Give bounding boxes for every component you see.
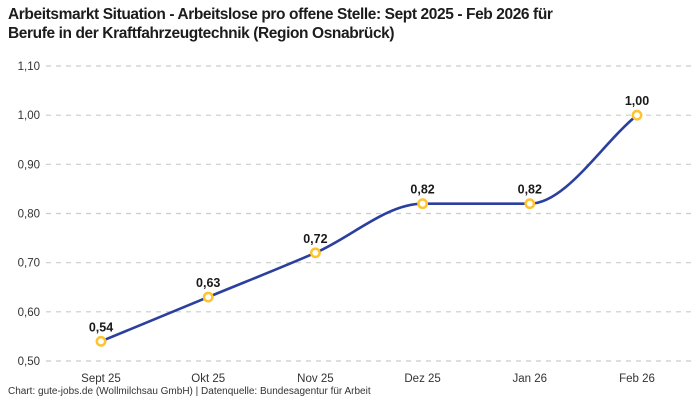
chart-title-line-2: Berufe in der Kraftfahrzeugtechnik (Regi… bbox=[8, 25, 395, 42]
chart-credit: Chart: gute-jobs.de (Wollmilchsau GmbH) … bbox=[8, 386, 371, 397]
data-point-marker bbox=[95, 335, 107, 347]
y-tick-label: 1,00 bbox=[18, 110, 40, 122]
data-point-value-label: 0,72 bbox=[303, 232, 327, 246]
y-tick-label: 0,70 bbox=[18, 258, 40, 270]
x-tick-label: Okt 25 bbox=[191, 373, 225, 385]
chart-title-line-1: Arbeitsmarkt Situation - Arbeitslose pro… bbox=[8, 6, 553, 23]
x-tick-label: Dez 25 bbox=[404, 373, 440, 385]
y-tick-label: 0,50 bbox=[18, 356, 40, 368]
line-chart: 0,50 0,60 0,70 0,80 0,90 1,00 1,10 0,54 0,63 0,72… bbox=[18, 61, 694, 385]
data-point-marker bbox=[417, 198, 429, 210]
data-point-value-label: 0,82 bbox=[518, 183, 542, 197]
data-point-marker bbox=[631, 109, 643, 121]
data-point-value-label: 1,00 bbox=[625, 94, 649, 108]
y-tick-label: 0,60 bbox=[18, 307, 40, 319]
data-point-marker bbox=[524, 198, 536, 210]
y-tick-label: 0,90 bbox=[18, 159, 40, 171]
x-tick-label: Jan 26 bbox=[513, 373, 548, 385]
y-tick-label: 0,80 bbox=[18, 209, 40, 221]
y-tick-label: 1,10 bbox=[18, 61, 40, 73]
chart-title: Arbeitsmarkt Situation - Arbeitslose pro… bbox=[8, 5, 553, 43]
x-tick-label: Feb 26 bbox=[619, 373, 655, 385]
x-tick-label: Sept 25 bbox=[81, 373, 121, 385]
data-point-value-label: 0,82 bbox=[410, 183, 434, 197]
data-point-value-label: 0,63 bbox=[196, 276, 220, 290]
data-point-value-label: 0,54 bbox=[89, 320, 113, 334]
data-point-marker bbox=[309, 247, 321, 259]
data-point-marker bbox=[202, 291, 214, 303]
trend-line bbox=[99, 113, 639, 343]
x-tick-label: Nov 25 bbox=[297, 373, 333, 385]
